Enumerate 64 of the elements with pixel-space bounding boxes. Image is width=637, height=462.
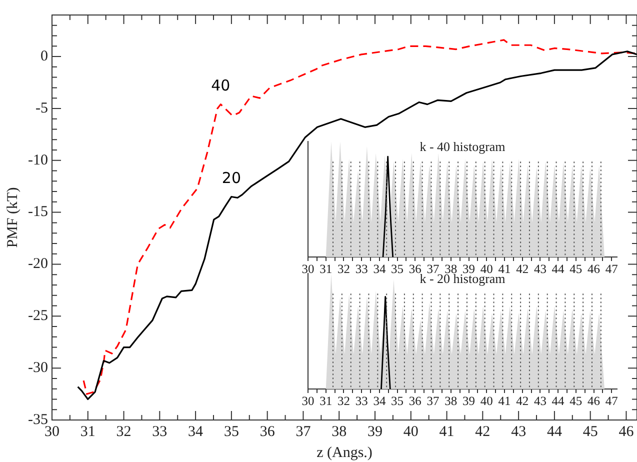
x-tick-label: 34 xyxy=(373,262,386,276)
x-tick-label: 44 xyxy=(552,262,566,276)
chart-title: k - 40 histogram xyxy=(420,139,506,154)
x-tick-label: 35 xyxy=(224,424,239,440)
x-tick-label: 40 xyxy=(480,394,493,408)
x-tick-label: 37 xyxy=(296,424,312,440)
y-axis-title: PMF (kT) xyxy=(4,187,21,248)
x-tick-label: 33 xyxy=(355,394,368,408)
x-axis-title: z (Angs.) xyxy=(316,444,372,461)
x-tick-label: 30 xyxy=(302,262,314,276)
x-tick-label: 41 xyxy=(439,424,454,440)
x-tick-label: 42 xyxy=(516,394,529,408)
annotation: 40 xyxy=(211,76,230,95)
x-tick-label: 46 xyxy=(588,262,600,276)
x-tick-label: 47 xyxy=(605,262,618,276)
x-tick-label: 36 xyxy=(408,262,422,276)
x-tick-label: 43 xyxy=(511,424,526,440)
x-tick-label: 46 xyxy=(618,424,634,440)
x-tick-label: 44 xyxy=(546,424,562,440)
x-tick-label: 30 xyxy=(302,394,314,408)
x-tick-label: 41 xyxy=(498,262,511,276)
x-tick-label: 44 xyxy=(552,394,566,408)
x-tick-label: 31 xyxy=(320,262,332,276)
x-tick-label: 32 xyxy=(337,394,350,408)
annotation: 20 xyxy=(222,169,241,188)
x-tick-label: 40 xyxy=(403,424,418,440)
y-tick-label: -10 xyxy=(28,152,48,168)
x-tick-label: 38 xyxy=(332,424,347,440)
x-tick-label: 37 xyxy=(426,394,440,408)
x-tick-label: 42 xyxy=(516,262,529,276)
x-tick-label: 35 xyxy=(391,262,404,276)
x-tick-label: 36 xyxy=(408,394,422,408)
x-tick-label: 35 xyxy=(391,394,404,408)
x-tick-label: 30 xyxy=(44,424,60,440)
x-tick-label: 39 xyxy=(368,424,383,440)
x-tick-label: 47 xyxy=(605,394,618,408)
y-tick-label: -5 xyxy=(35,100,48,116)
y-tick-label: 0 xyxy=(40,48,48,64)
x-tick-label: 41 xyxy=(498,394,511,408)
x-tick-label: 33 xyxy=(355,262,368,276)
x-tick-label: 43 xyxy=(534,262,546,276)
x-tick-label: 32 xyxy=(116,424,132,440)
y-tick-label: -30 xyxy=(28,360,48,376)
y-tick-label: -15 xyxy=(28,204,48,220)
x-tick-label: 40 xyxy=(480,262,493,276)
x-tick-label: 31 xyxy=(320,394,332,408)
x-tick-label: 34 xyxy=(188,424,204,440)
x-tick-label: 45 xyxy=(570,394,582,408)
x-tick-label: 33 xyxy=(152,424,168,440)
x-tick-label: 31 xyxy=(80,424,96,440)
x-tick-label: 46 xyxy=(588,394,600,408)
x-tick-label: 42 xyxy=(475,424,490,440)
x-tick-label: 36 xyxy=(260,424,276,440)
x-tick-label: 39 xyxy=(462,262,475,276)
x-tick-label: 37 xyxy=(426,262,440,276)
x-tick-label: 39 xyxy=(462,394,475,408)
x-tick-label: 38 xyxy=(444,394,458,408)
x-tick-label: 34 xyxy=(373,394,386,408)
y-tick-label: -20 xyxy=(28,256,48,272)
y-tick-label: -25 xyxy=(28,308,48,324)
x-tick-label: 45 xyxy=(582,424,598,440)
x-tick-label: 43 xyxy=(534,394,546,408)
x-tick-label: 45 xyxy=(570,262,582,276)
x-tick-label: 32 xyxy=(337,262,350,276)
